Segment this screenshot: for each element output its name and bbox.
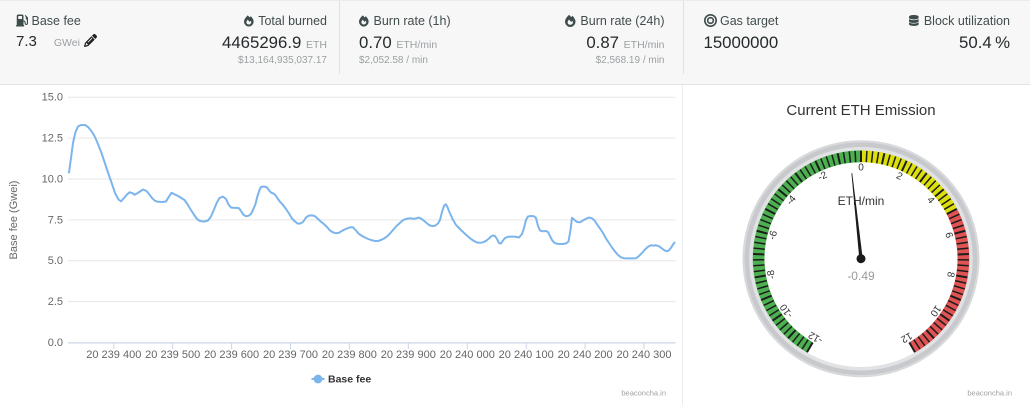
- svg-text:15.0: 15.0: [42, 92, 63, 104]
- svg-text:ETH/min: ETH/min: [838, 194, 885, 208]
- svg-text:20 239 900: 20 239 900: [381, 349, 436, 361]
- svg-text:0: 0: [858, 163, 864, 174]
- svg-text:2: 2: [894, 171, 904, 184]
- svg-text:20 239 600: 20 239 600: [204, 349, 259, 361]
- svg-text:20 239 800: 20 239 800: [322, 349, 377, 361]
- svg-text:7.5: 7.5: [48, 214, 63, 226]
- svg-text:Base fee: Base fee: [328, 374, 371, 386]
- svg-text:20 239 500: 20 239 500: [145, 349, 200, 361]
- svg-text:20 239 700: 20 239 700: [263, 349, 318, 361]
- svg-text:20 239 400: 20 239 400: [86, 349, 141, 361]
- svg-text:20 240 200: 20 240 200: [558, 349, 613, 361]
- svg-text:20 240 300: 20 240 300: [616, 349, 671, 361]
- svg-text:10.0: 10.0: [42, 174, 63, 186]
- svg-text:20 240 000: 20 240 000: [440, 349, 495, 361]
- svg-text:5.0: 5.0: [48, 255, 63, 267]
- svg-text:-8: -8: [766, 269, 778, 280]
- svg-text:beaconcha.in: beaconcha.in: [621, 389, 666, 398]
- svg-text:Base fee (Gwei): Base fee (Gwei): [8, 181, 20, 260]
- svg-text:20 240 100: 20 240 100: [499, 349, 554, 361]
- svg-text:4: 4: [924, 195, 936, 207]
- svg-text:beaconcha.in: beaconcha.in: [967, 389, 1012, 398]
- svg-text:-0.49: -0.49: [847, 269, 875, 283]
- svg-text:12: 12: [898, 330, 914, 345]
- svg-text:Current ETH Emission: Current ETH Emission: [786, 102, 935, 119]
- svg-text:6: 6: [942, 231, 954, 240]
- svg-text:8: 8: [944, 271, 956, 279]
- svg-text:0.0: 0.0: [48, 337, 63, 349]
- svg-text:-6: -6: [767, 229, 780, 241]
- svg-text:12.5: 12.5: [42, 133, 63, 145]
- svg-text:2.5: 2.5: [48, 296, 63, 308]
